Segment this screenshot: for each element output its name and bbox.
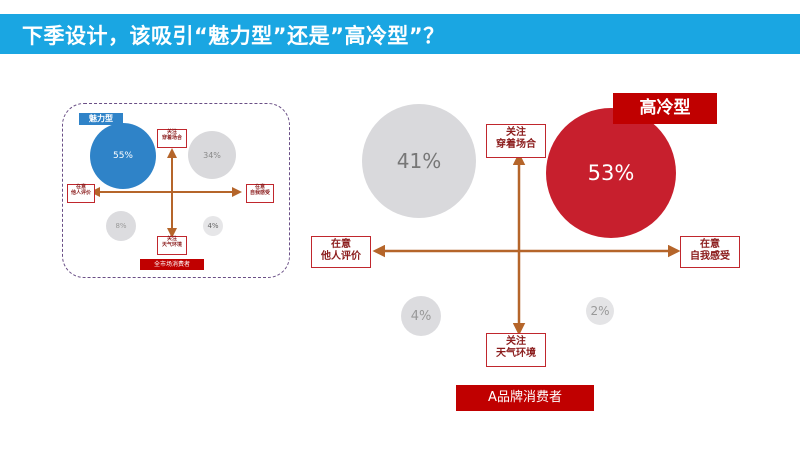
big-label-left: 在意 他人评价 (311, 236, 371, 268)
small-bubble-8: 8% (106, 211, 136, 241)
bubble-value: 2% (590, 304, 610, 318)
bubble-value: 41% (396, 149, 442, 173)
small-chart-frame (62, 103, 290, 278)
header-bar: 下季设计，该吸引“魅力型”还是”高冷型”？ (0, 14, 800, 54)
big-label-top: 关注 穿着场合 (486, 124, 546, 158)
small-bubble-55: 55% (90, 123, 156, 189)
bubble-value: 34% (203, 150, 221, 160)
small-label-right: 在意 自我感受 (246, 184, 274, 203)
big-bubble-4: 4% (401, 296, 441, 336)
bubble-value: 8% (115, 222, 127, 230)
small-label-left: 在意 他人评价 (67, 184, 95, 203)
small-label-bottom: 关注 天气环境 (157, 236, 187, 255)
bubble-value: 4% (410, 308, 432, 324)
small-label-top: 关注 穿着场合 (157, 129, 187, 148)
small-bubble-4: 4% (203, 216, 223, 236)
bubble-value: 53% (587, 161, 635, 185)
big-footer: A品牌消费者 (456, 385, 594, 411)
big-bubble-41: 41% (362, 104, 476, 218)
bubble-value: 4% (207, 222, 219, 230)
big-label-bottom: 关注 天气环境 (486, 333, 546, 367)
big-bubble-2: 2% (586, 297, 614, 325)
bubble-value: 55% (112, 151, 133, 161)
small-tag: 魅力型 (79, 113, 123, 125)
big-bubble-53: 53% (546, 108, 676, 238)
small-bubble-34: 34% (188, 131, 236, 179)
big-label-right: 在意 自我感受 (680, 236, 740, 268)
big-tag: 高冷型 (613, 93, 717, 124)
small-footer: 全市场消费者 (140, 259, 204, 270)
slide-title: 下季设计，该吸引“魅力型”还是”高冷型”？ (22, 24, 445, 48)
